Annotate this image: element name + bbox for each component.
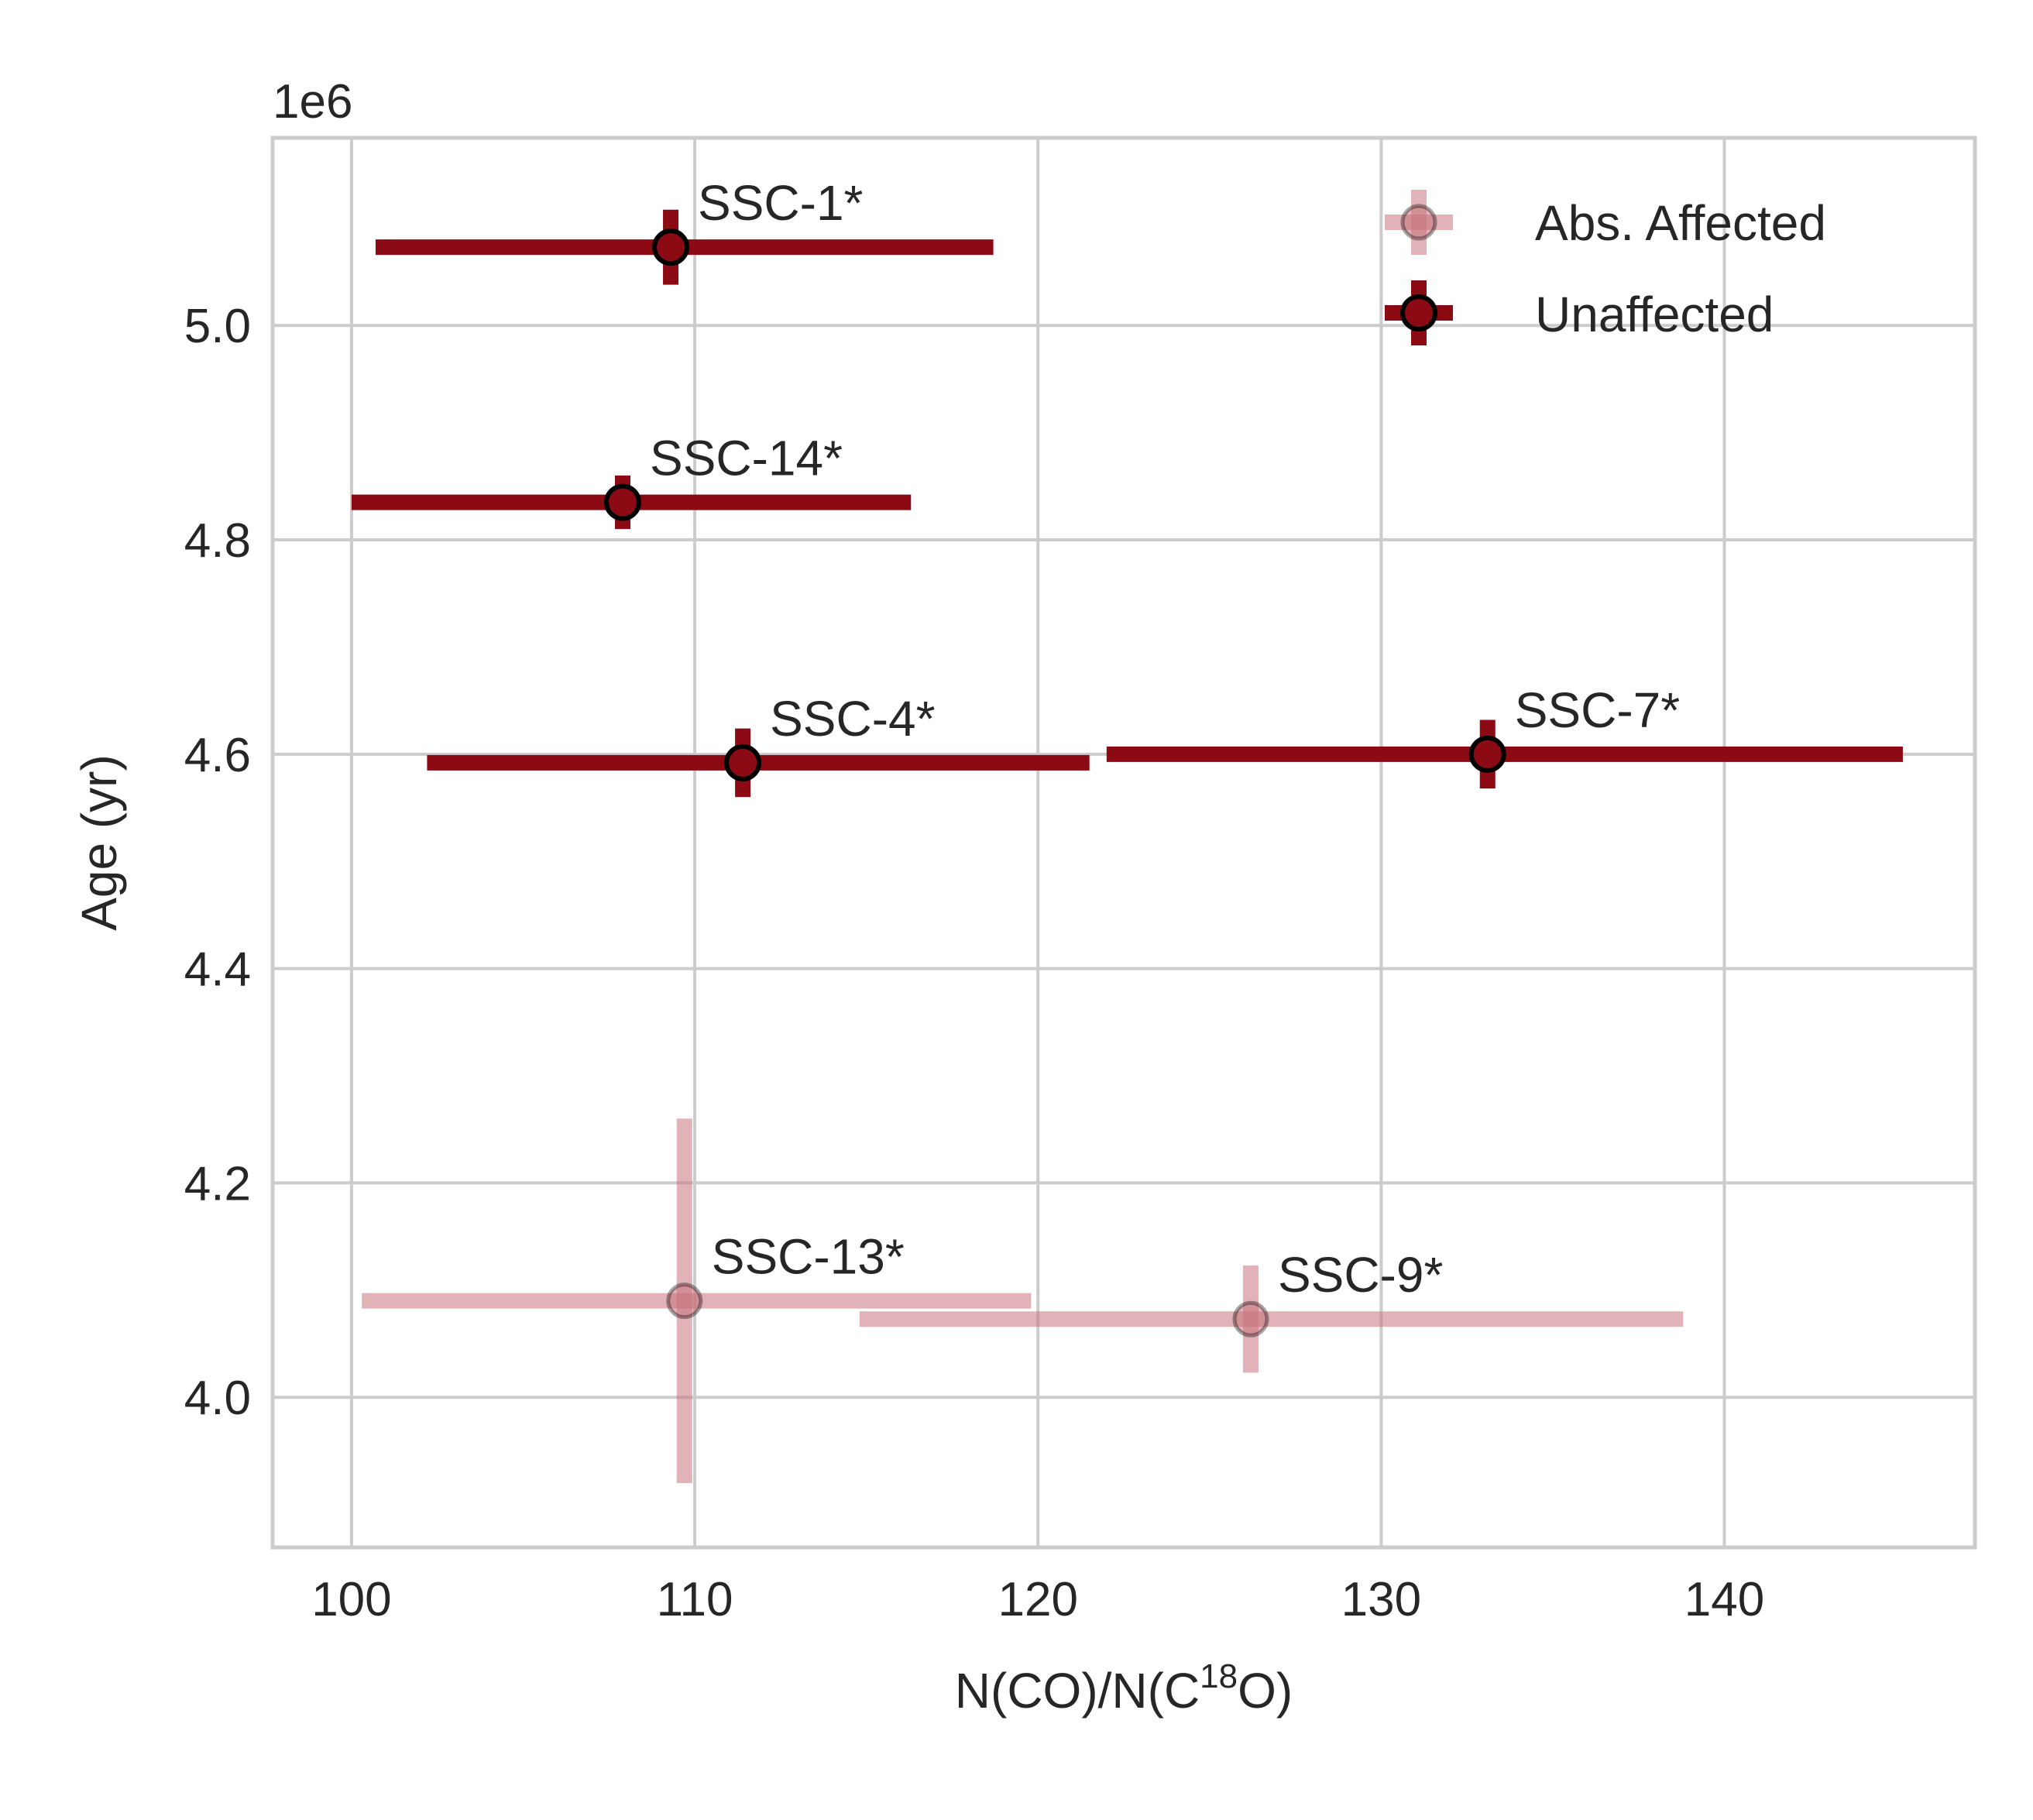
- data-point-marker: [1468, 735, 1506, 773]
- x-tick-label: 100: [311, 1573, 391, 1626]
- y-tick-label: 4.0: [184, 1372, 251, 1425]
- legend-unaffected: Unaffected: [1385, 280, 1774, 345]
- data-point-marker: [604, 483, 642, 521]
- y-tick-label: 4.2: [184, 1157, 251, 1210]
- legend-affected-label: Abs. Affected: [1535, 195, 1826, 251]
- data-point-marker: [724, 743, 762, 781]
- plot-frame: [270, 136, 1977, 1550]
- y-tick-label: 4.6: [184, 729, 251, 782]
- x-tick-label: 110: [657, 1573, 733, 1626]
- x-axis-ticks: 100 110 120 130 140: [311, 1573, 1764, 1626]
- point-label-ssc-14: SSC-14*: [650, 431, 843, 486]
- legend-unaffected-marker: [1400, 294, 1437, 331]
- unaffected-series: [351, 209, 1903, 798]
- grid: [273, 138, 1975, 1547]
- y-axis-label: Age (yr): [71, 754, 127, 931]
- y-tick-label: 4.4: [184, 943, 251, 997]
- abs-affected-series: [362, 1118, 1684, 1483]
- point-label-ssc-13: SSC-13*: [712, 1229, 905, 1285]
- point-ssc-7: [1106, 719, 1903, 789]
- y-tick-label: 5.0: [184, 300, 251, 353]
- point-ssc-4: [427, 728, 1090, 798]
- point-ssc-13: [362, 1118, 1032, 1483]
- x-axis-label: N(CO)/N(C18O): [955, 1657, 1293, 1719]
- point-label-ssc-7: SSC-7*: [1515, 682, 1680, 738]
- point-label-ssc-1: SSC-1*: [698, 175, 863, 231]
- x-tick-label: 130: [1341, 1573, 1421, 1626]
- x-axis-label-end: O): [1238, 1663, 1293, 1719]
- x-axis-label-main: N(CO)/N(C: [955, 1663, 1200, 1719]
- data-point-marker: [666, 1283, 703, 1320]
- x-tick-label: 140: [1684, 1573, 1764, 1626]
- point-ssc-1: [375, 209, 994, 285]
- legend-unaffected-label: Unaffected: [1535, 287, 1774, 342]
- point-labels: SSC-13* SSC-9* SSC-1* SSC-14* SSC-4* SSC-7*: [650, 175, 1680, 1303]
- y-offset-text: 1e6: [273, 75, 352, 129]
- legend-affected: Abs. Affected: [1385, 190, 1826, 255]
- point-label-ssc-4: SSC-4*: [770, 691, 935, 747]
- point-ssc-9: [859, 1265, 1684, 1373]
- point-label-ssc-9: SSC-9*: [1278, 1247, 1443, 1303]
- point-ssc-14: [351, 475, 912, 530]
- y-tick-label: 4.8: [184, 514, 251, 568]
- data-point-marker: [652, 228, 690, 266]
- x-axis-label-sup: 18: [1200, 1657, 1238, 1695]
- legend: Abs. Affected Unaffected: [1385, 190, 1826, 345]
- data-point-marker: [1232, 1300, 1269, 1338]
- y-axis-ticks: 4.0 4.2 4.4 4.6 4.8 5.0: [184, 300, 251, 1425]
- legend-affected-marker: [1400, 204, 1437, 241]
- x-tick-label: 120: [998, 1573, 1077, 1626]
